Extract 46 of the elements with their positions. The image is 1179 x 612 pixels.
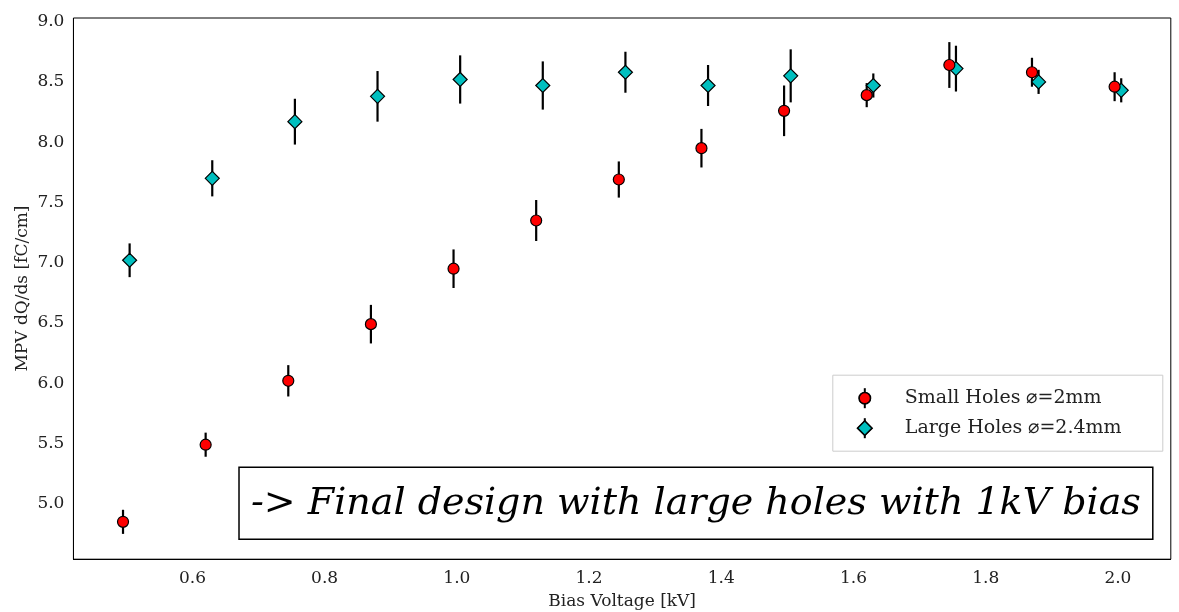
point [282, 374, 295, 387]
y-tick-label: 6.5 [37, 311, 65, 332]
point [452, 71, 468, 88]
point [1030, 74, 1047, 90]
y-tick-label: 7.0 [37, 251, 65, 272]
point [695, 142, 708, 155]
x-tick-label: 1.6 [839, 566, 868, 587]
point [364, 318, 378, 331]
x-tick-label: 0.8 [311, 566, 339, 587]
legend-label: Small Holes ⌀=2mm [904, 385, 1102, 408]
point [122, 252, 138, 268]
y-tick-label: 9.0 [37, 10, 65, 31]
y-axis-title: MPV dQ/ds [fC/cm] [10, 205, 31, 372]
x-tick-label: 1.8 [972, 566, 1000, 587]
y-tick-label: 5.0 [37, 492, 65, 513]
y-tick-label: 6.0 [37, 371, 65, 392]
x-tick-label: 0.6 [178, 566, 206, 587]
y-tick-label: 8.0 [37, 130, 65, 151]
point [860, 89, 873, 102]
y-tick-label: 7.5 [37, 190, 65, 211]
point [1025, 66, 1039, 79]
point [447, 262, 460, 275]
point [865, 77, 881, 94]
point [1108, 80, 1121, 93]
legend-label: Large Holes ⌀=2.4mm [904, 415, 1122, 438]
point [783, 68, 799, 84]
x-tick-label: 1.2 [575, 566, 603, 587]
y-tick-label: 5.5 [37, 431, 65, 452]
point [535, 77, 551, 94]
x-tick-label: 1.0 [443, 566, 471, 587]
point [199, 438, 212, 451]
x-axis-title: Bias Voltage [kV] [548, 590, 696, 611]
annotation: -> Final design with large holes with 1kV bias [251, 479, 1141, 524]
point [612, 173, 625, 186]
point [287, 114, 303, 130]
point [617, 64, 634, 80]
x-tick-label: 1.4 [707, 566, 735, 587]
point [777, 104, 791, 117]
point [369, 88, 386, 104]
point [204, 170, 220, 186]
point [116, 515, 130, 528]
point [530, 214, 543, 227]
point [943, 58, 956, 72]
point [700, 77, 716, 94]
y-tick-label: 8.5 [37, 70, 65, 91]
x-tick-label: 2.0 [1104, 566, 1132, 587]
